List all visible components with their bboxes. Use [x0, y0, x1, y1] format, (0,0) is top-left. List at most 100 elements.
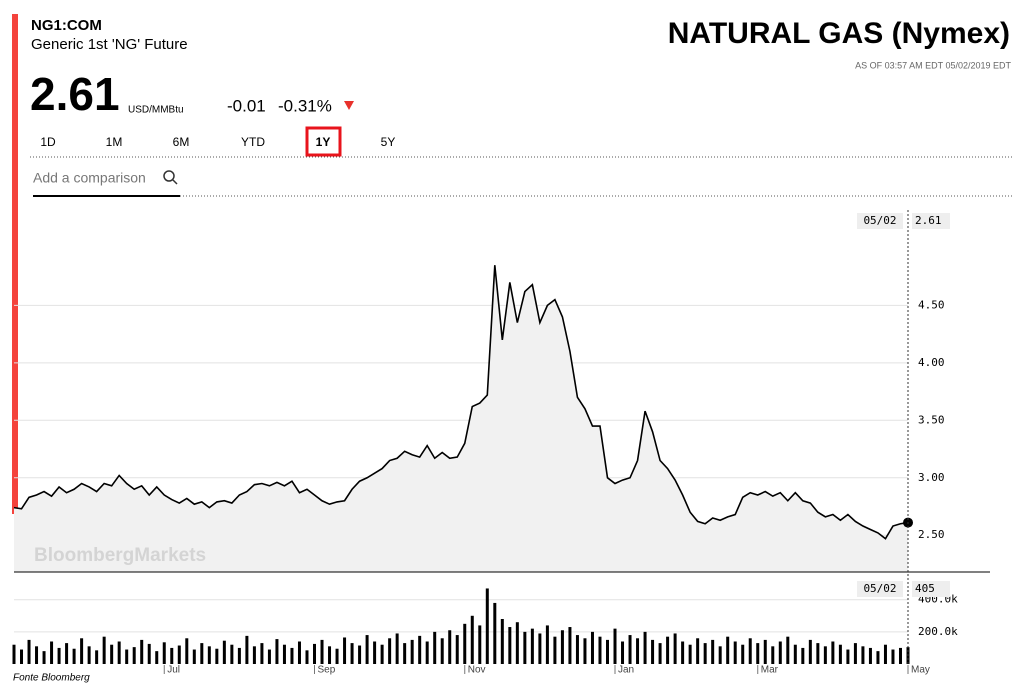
volume-bar	[838, 644, 842, 664]
volume-bar	[102, 636, 106, 664]
volume-bar	[666, 636, 670, 664]
range-button[interactable]: 1D	[40, 135, 56, 149]
price-line	[13, 265, 909, 540]
range-button[interactable]: 5Y	[381, 135, 396, 149]
volume-bar	[177, 645, 181, 664]
volume-bar	[358, 645, 362, 664]
x-tick-label: Mar	[761, 665, 779, 676]
volume-bar	[260, 643, 264, 664]
volume-bar	[891, 649, 895, 664]
volume-bar	[711, 639, 715, 664]
search-icon[interactable]	[163, 170, 175, 182]
volume-bar	[388, 638, 392, 664]
volume-bar	[170, 647, 174, 664]
volume-bar	[530, 628, 534, 664]
volume-bar	[485, 588, 489, 664]
volume-bar	[410, 639, 414, 664]
volume-bar	[380, 644, 384, 664]
volume-bar	[80, 638, 84, 664]
area	[14, 265, 908, 572]
y-tick-label: 3.50	[918, 413, 945, 426]
range-button[interactable]: 6M	[173, 135, 190, 149]
volume-bar	[553, 636, 557, 664]
volume-bar	[515, 622, 519, 664]
volume-bar	[328, 646, 332, 664]
volume-bar	[27, 639, 31, 664]
volume-bar	[20, 649, 24, 664]
volume-bar	[425, 641, 429, 664]
y-tick-label: 2.50	[918, 528, 945, 541]
volume-bar	[365, 635, 369, 664]
range-button[interactable]: 1M	[106, 135, 123, 149]
volume-bar	[297, 641, 301, 664]
volume-bar	[688, 644, 692, 664]
volume-bar	[651, 639, 655, 664]
volume-bar	[786, 636, 790, 664]
volume-bar	[395, 633, 399, 664]
change: -0.01	[227, 96, 266, 115]
volume-bar	[463, 623, 467, 664]
y-tick-label: 4.50	[918, 298, 945, 311]
volume-bar	[117, 641, 121, 664]
volume-bar	[793, 644, 797, 664]
volume-bar	[335, 648, 339, 664]
volume-bar	[162, 642, 166, 664]
change-pct: -0.31%	[278, 96, 332, 115]
volume-bar	[50, 641, 54, 664]
badge-date: 05/02	[863, 582, 896, 595]
volume-bar	[282, 644, 286, 664]
volume-bar	[568, 627, 572, 664]
y2-tick-label: 200.0k	[918, 625, 958, 638]
unit: USD/MMBtu	[128, 105, 184, 116]
symbol: NG1:COM	[31, 17, 102, 34]
x-tick-label: Jul	[167, 665, 180, 676]
volume-bar	[643, 631, 647, 664]
badge	[857, 581, 903, 597]
volume-bar	[140, 639, 144, 664]
badge	[912, 213, 950, 229]
instrument-name: Generic 1st 'NG' Future	[31, 36, 188, 53]
volume-bar	[748, 638, 752, 664]
volume-bar	[583, 638, 587, 664]
accent-bar	[12, 14, 18, 514]
volume-bar	[433, 631, 437, 664]
volume-bar	[771, 646, 775, 664]
volume-bar	[853, 643, 857, 664]
volume-bar	[448, 630, 452, 664]
volume-bar	[343, 637, 347, 664]
volume-bar	[320, 639, 324, 664]
volume-bar	[696, 638, 700, 664]
search-icon[interactable]	[172, 179, 178, 185]
volume-bar	[673, 633, 677, 664]
volume-bar	[350, 643, 354, 664]
volume-bar	[876, 651, 880, 664]
volume-bar	[132, 647, 136, 664]
y-tick-label: 4.00	[918, 356, 945, 369]
volume-bar	[222, 640, 226, 664]
volume-bar	[72, 648, 76, 664]
volume-bar	[290, 647, 294, 664]
volume-bar	[252, 646, 256, 664]
range-button[interactable]: YTD	[241, 135, 265, 149]
volume-bar	[403, 643, 407, 664]
volume-bar	[718, 646, 722, 664]
volume-bar	[185, 638, 189, 664]
volume-bar	[823, 646, 827, 664]
volume-bar	[598, 636, 602, 664]
volume-bar	[605, 639, 609, 664]
volume-bar	[373, 641, 377, 664]
volume-bar	[35, 646, 39, 664]
volume-bar	[95, 650, 99, 664]
volume-bar	[470, 615, 474, 664]
volume-bar	[575, 635, 579, 664]
range-button[interactable]: 1Y	[316, 135, 331, 149]
volume-bar	[846, 649, 850, 664]
volume-bar	[658, 643, 662, 664]
badge	[857, 213, 903, 229]
volume-bar	[883, 644, 887, 664]
search-box[interactable]: Add a comparison	[33, 170, 146, 186]
volume-bar	[816, 643, 820, 664]
selected-range[interactable]	[305, 126, 342, 157]
volume-bar	[613, 628, 617, 664]
